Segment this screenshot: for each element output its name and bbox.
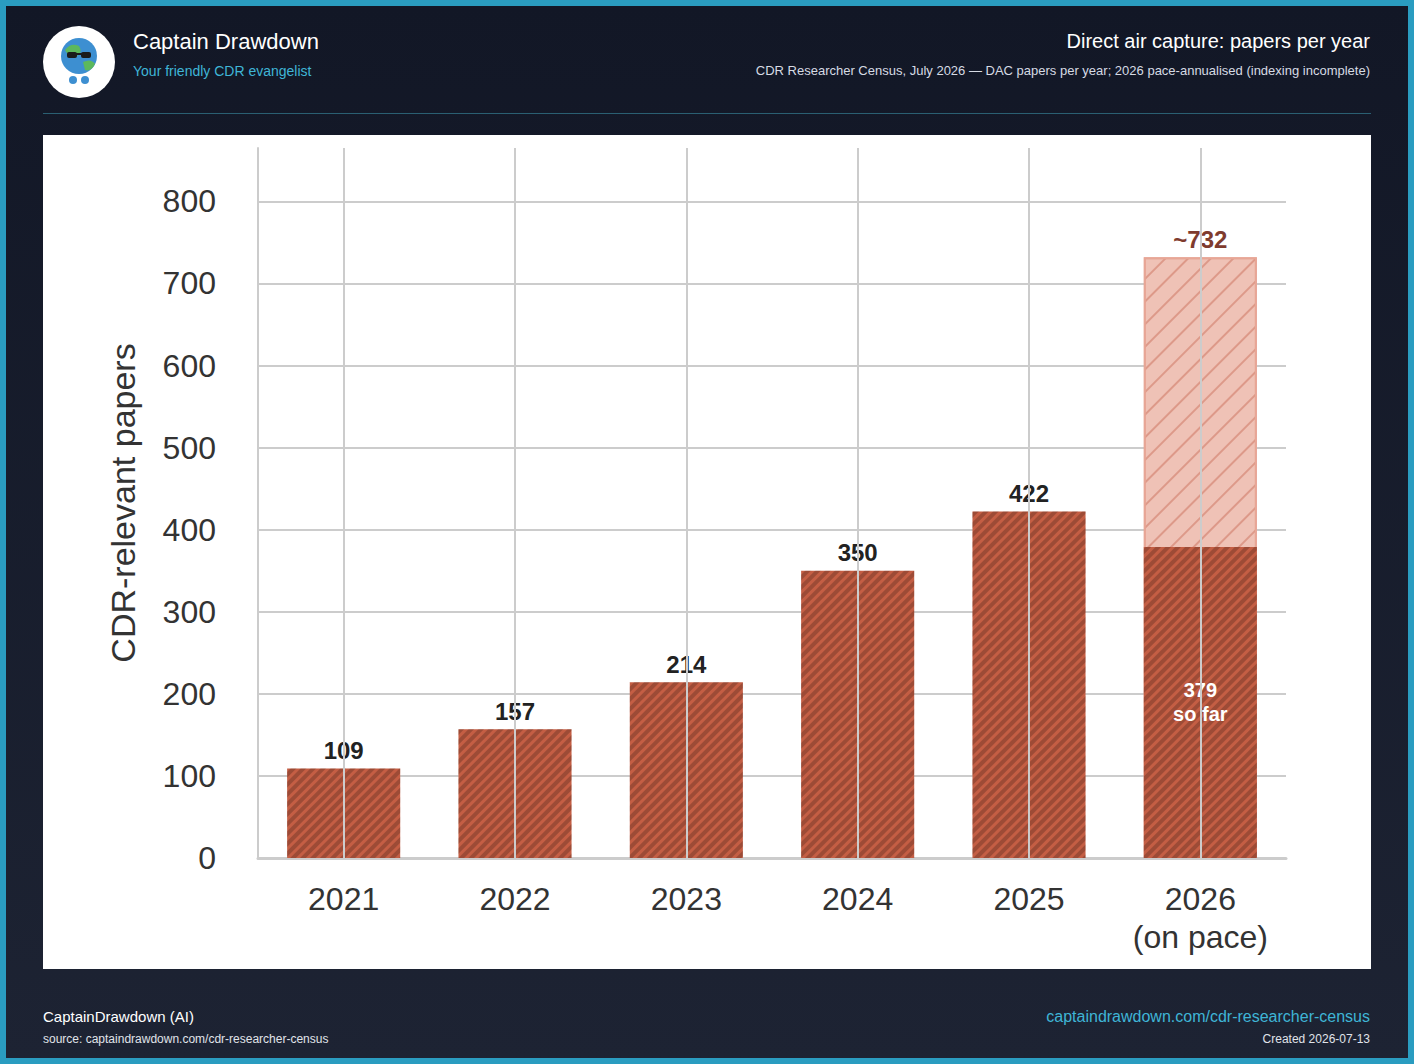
html-text:Captain Drawdown: Captain Drawdown bbox=[133, 29, 319, 54]
svg-text:157: 157 bbox=[495, 697, 535, 725]
svg-text:109: 109 bbox=[323, 737, 364, 764]
html-text:CaptainDrawdown (AI): CaptainDrawdown (AI) bbox=[43, 1008, 194, 1025]
svg-text:400: 400 bbox=[163, 512, 216, 548]
svg-text:500: 500 bbox=[163, 430, 216, 466]
svg-text:2023: 2023 bbox=[651, 881, 722, 917]
svg-text:(on pace): (on pace) bbox=[1133, 919, 1268, 955]
svg-text:0: 0 bbox=[198, 840, 216, 876]
html-text:captaindrawdown.com/cdr-resear: captaindrawdown.com/cdr-researcher-censu… bbox=[1046, 1008, 1370, 1025]
svg-text:2021: 2021 bbox=[308, 881, 379, 917]
svg-text:422: 422 bbox=[1009, 480, 1049, 508]
svg-text:2026: 2026 bbox=[1165, 881, 1236, 917]
svg-text:214: 214 bbox=[666, 650, 707, 678]
svg-text:600: 600 bbox=[163, 348, 216, 384]
svg-text:100: 100 bbox=[163, 758, 216, 794]
html-text:source: captaindrawdown.com/cd: source: captaindrawdown.com/cdr-research… bbox=[43, 1032, 329, 1046]
svg-text:2024: 2024 bbox=[822, 881, 893, 917]
svg-text:800: 800 bbox=[163, 183, 216, 219]
svg-text:2025: 2025 bbox=[993, 881, 1064, 917]
html-text:Your friendly CDR evangelist: Your friendly CDR evangelist bbox=[133, 63, 312, 79]
svg-text:so far: so far bbox=[1173, 703, 1228, 726]
svg-text:700: 700 bbox=[163, 265, 216, 301]
html-text:CDR Researcher Census, July 20: CDR Researcher Census, July 2026 — DAC p… bbox=[755, 63, 1370, 78]
html-text:Created 2026-07-13: Created 2026-07-13 bbox=[1262, 1032, 1370, 1046]
svg-text:~732: ~732 bbox=[1173, 225, 1228, 253]
svg-text:300: 300 bbox=[163, 594, 216, 630]
svg-text:200: 200 bbox=[163, 676, 216, 712]
svg-text:350: 350 bbox=[837, 539, 878, 567]
svg-text:CDR-relevant papers: CDR-relevant papers bbox=[104, 343, 142, 662]
svg-text:379: 379 bbox=[1183, 679, 1217, 702]
html-text:Direct air capture: papers per: Direct air capture: papers per year bbox=[1066, 30, 1370, 52]
svg-text:2022: 2022 bbox=[479, 881, 550, 917]
